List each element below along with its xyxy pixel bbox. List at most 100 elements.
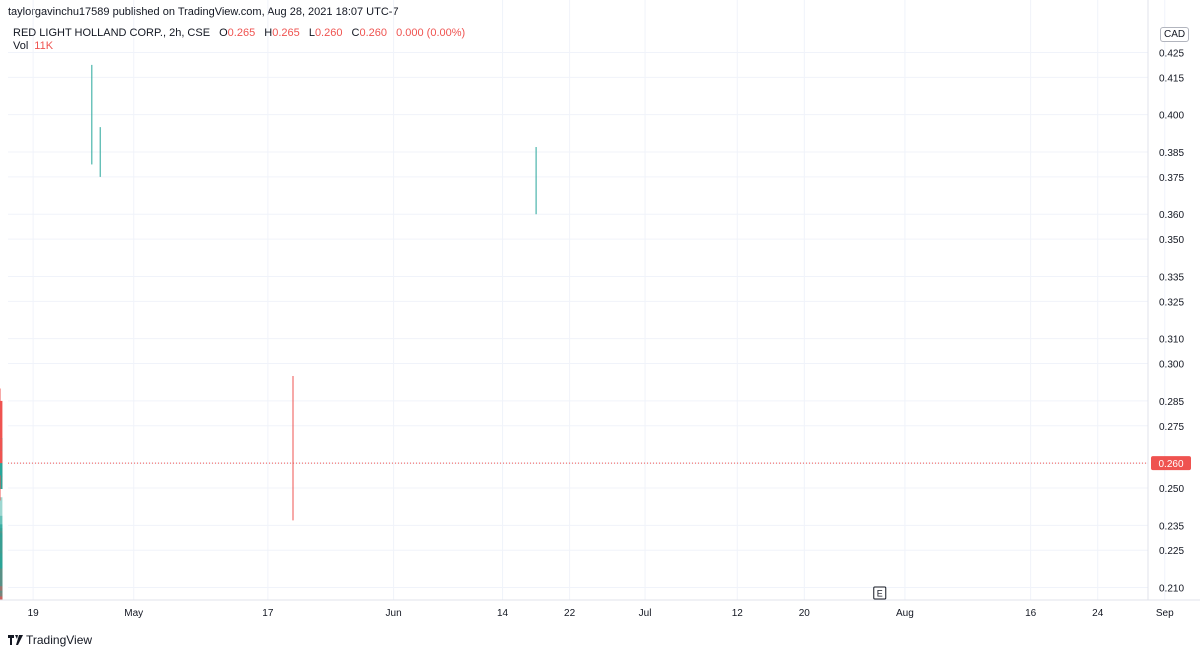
volume-bar bbox=[0, 596, 3, 600]
last-price-label: 0.260 bbox=[1158, 459, 1183, 470]
volume-bar bbox=[0, 596, 3, 600]
earnings-marker-group: E bbox=[873, 586, 887, 600]
volume-bar bbox=[0, 589, 3, 600]
volume-bar bbox=[0, 532, 3, 600]
volume-bar bbox=[0, 590, 3, 600]
volume-bar bbox=[0, 592, 3, 600]
volume-bar bbox=[0, 591, 3, 600]
volume-bar bbox=[0, 596, 3, 600]
volume-bar bbox=[0, 596, 3, 600]
volume-bar bbox=[0, 581, 3, 600]
volume-bar bbox=[0, 553, 3, 600]
candle-body bbox=[0, 488, 3, 489]
volume-bar bbox=[0, 594, 3, 600]
volume-bar bbox=[0, 585, 3, 600]
volume-bar bbox=[0, 575, 3, 600]
volume-value: 11K bbox=[34, 40, 54, 52]
volume-bar bbox=[0, 596, 3, 600]
volume-bar bbox=[0, 587, 3, 600]
volume-bar bbox=[0, 597, 3, 600]
price-axis: 0.425 0.415 0.400 0.385 0.375 0.360 0.350 0.335… bbox=[1147, 0, 1191, 600]
volume-bar bbox=[0, 596, 3, 600]
volume-bar bbox=[0, 596, 3, 600]
y-tick-label: 0.385 bbox=[1159, 148, 1184, 159]
published-info: taylorgavinchu17589 published on Trading… bbox=[8, 6, 399, 18]
volume-bar bbox=[0, 596, 3, 600]
volume-bar bbox=[0, 590, 3, 600]
volume-bar bbox=[0, 596, 3, 600]
volume-bar bbox=[0, 588, 3, 600]
volume-bar bbox=[0, 593, 3, 600]
volume-bar bbox=[0, 581, 3, 600]
volume-bar bbox=[0, 596, 3, 600]
volume-bar bbox=[0, 595, 3, 600]
volume-bar bbox=[0, 562, 3, 600]
x-tick-label: 22 bbox=[564, 608, 576, 619]
volume-bar bbox=[0, 531, 3, 600]
volume-bar bbox=[0, 576, 3, 600]
volume-bar bbox=[0, 593, 3, 600]
volume-bar bbox=[0, 596, 3, 600]
volume-bar bbox=[0, 596, 3, 600]
volume-bar bbox=[0, 548, 3, 600]
y-tick-label: 0.360 bbox=[1159, 210, 1184, 221]
volume-bar bbox=[0, 552, 3, 600]
high-label: H bbox=[264, 27, 273, 39]
open-value: 0.265 bbox=[227, 27, 256, 39]
volume-bar bbox=[0, 590, 3, 600]
y-tick-label: 0.350 bbox=[1159, 235, 1184, 246]
volume-bar bbox=[0, 572, 3, 600]
volume-bar bbox=[0, 593, 3, 600]
volume-bar bbox=[0, 592, 3, 600]
volume-bar bbox=[0, 596, 3, 600]
volume-bar bbox=[0, 596, 3, 600]
volume-bar bbox=[0, 596, 3, 600]
volume-bar bbox=[0, 594, 3, 600]
y-tick-label: 0.235 bbox=[1159, 521, 1184, 532]
volume-bar bbox=[0, 582, 3, 600]
volume-bar bbox=[0, 596, 3, 600]
volume-bar bbox=[0, 592, 3, 600]
volume-bar bbox=[0, 596, 3, 600]
volume-bar bbox=[0, 592, 3, 600]
volume-bar bbox=[0, 591, 3, 600]
x-tick-label: 12 bbox=[732, 608, 744, 619]
footer-brand: TradingView bbox=[26, 633, 93, 647]
volume-bar bbox=[0, 596, 3, 600]
last-price-tag bbox=[1151, 456, 1191, 471]
y-tick-label: 0.225 bbox=[1159, 546, 1184, 557]
low-label: L bbox=[308, 27, 315, 39]
volume-bar bbox=[0, 559, 3, 600]
volume-bar bbox=[0, 595, 3, 600]
volume-bar bbox=[0, 596, 3, 600]
volume-bar bbox=[0, 596, 3, 600]
volume-bar bbox=[0, 592, 3, 600]
volume-bar bbox=[0, 535, 3, 600]
volume-bar bbox=[0, 575, 3, 600]
tradingview-logo-icon bbox=[8, 635, 23, 645]
volume-bar bbox=[0, 577, 3, 600]
volume-bar bbox=[0, 596, 3, 600]
volume-bar bbox=[0, 552, 3, 600]
volume-bar bbox=[0, 569, 3, 600]
volume-bar bbox=[0, 563, 3, 600]
price-chart[interactable]: 0.425 0.415 0.400 0.385 0.375 0.360 0.350 0.335… bbox=[0, 0, 1200, 628]
volume-bar bbox=[0, 588, 3, 600]
volume-bar bbox=[0, 597, 3, 600]
volume-bar bbox=[0, 563, 3, 600]
volume-bar bbox=[0, 584, 3, 600]
volume-bar bbox=[0, 595, 3, 600]
volume-bar bbox=[0, 528, 3, 600]
volume-bar bbox=[0, 596, 3, 600]
volume-bar bbox=[0, 586, 3, 600]
currency-badge[interactable]: CAD bbox=[1160, 27, 1190, 42]
open-label: O bbox=[219, 27, 228, 39]
volume-bar bbox=[0, 536, 3, 600]
volume-bar bbox=[0, 575, 3, 600]
volume-bar bbox=[0, 590, 3, 600]
volume-bar bbox=[0, 559, 3, 600]
volume-bar bbox=[0, 575, 3, 600]
volume-bar bbox=[0, 596, 3, 600]
volume-bar bbox=[0, 589, 3, 600]
volume-bar bbox=[0, 580, 3, 600]
